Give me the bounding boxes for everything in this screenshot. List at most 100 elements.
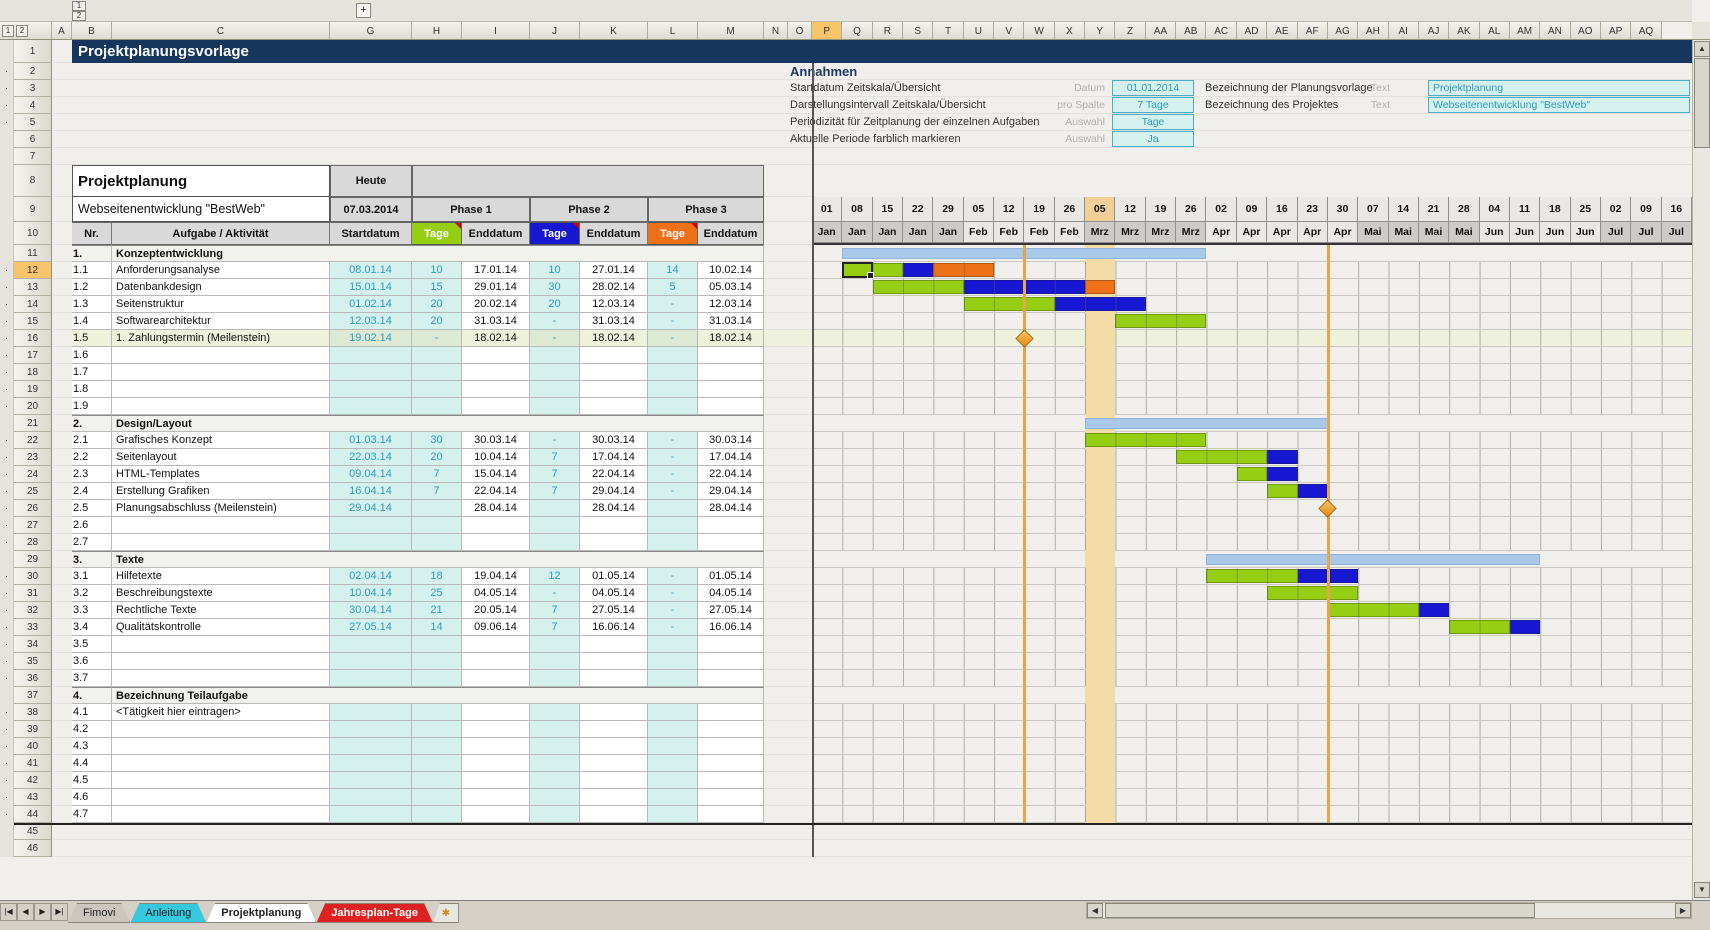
enddatum1-cell[interactable]: 04.05.14: [462, 585, 530, 602]
task-name-cell[interactable]: [112, 721, 330, 738]
section-number-cell[interactable]: 1.: [72, 245, 112, 262]
row-number[interactable]: 14: [14, 296, 52, 313]
tab-nav-button[interactable]: ▶|: [51, 903, 68, 921]
gantt-task-row[interactable]: [812, 636, 1692, 653]
task-name-cell[interactable]: [112, 789, 330, 806]
empty-cell[interactable]: [52, 262, 72, 279]
gantt-task-row[interactable]: [812, 313, 1692, 330]
enddatum1-cell[interactable]: 28.04.14: [462, 500, 530, 517]
task-number-cell[interactable]: 3.1: [72, 568, 112, 585]
tage1-cell[interactable]: 20: [412, 296, 462, 313]
enddatum3-cell[interactable]: [698, 381, 764, 398]
task-number-cell[interactable]: 1.1: [72, 262, 112, 279]
enddatum1-cell[interactable]: 09.06.14: [462, 619, 530, 636]
month-header-cell[interactable]: Feb: [963, 222, 995, 243]
task-name-cell[interactable]: [112, 772, 330, 789]
sheet-tab-projektplanung[interactable]: Projektplanung: [206, 903, 316, 923]
enddatum3-cell[interactable]: 05.03.14: [698, 279, 764, 296]
tage3-cell[interactable]: [648, 738, 698, 755]
enddatum3-cell[interactable]: 29.04.14: [698, 483, 764, 500]
day-header-cell[interactable]: 29: [933, 197, 964, 222]
tage3-cell[interactable]: -: [648, 466, 698, 483]
enddatum2-cell[interactable]: [580, 738, 648, 755]
task-number-cell[interactable]: 2.7: [72, 534, 112, 551]
task-name-cell[interactable]: Hilfetexte: [112, 568, 330, 585]
empty-cells[interactable]: [764, 381, 812, 398]
month-header-cell[interactable]: Apr: [1327, 222, 1359, 243]
enddatum3-cell[interactable]: [698, 670, 764, 687]
tage3-cell[interactable]: -: [648, 313, 698, 330]
enddatum2-cell[interactable]: 27.05.14: [580, 602, 648, 619]
tage1-cell[interactable]: [412, 772, 462, 789]
tage3-cell[interactable]: [648, 789, 698, 806]
row-number[interactable]: 36: [14, 670, 52, 687]
gantt-section-row[interactable]: [812, 415, 1692, 432]
tage3-cell[interactable]: [648, 721, 698, 738]
tage2-cell[interactable]: [530, 806, 580, 823]
tage1-cell[interactable]: [412, 381, 462, 398]
task-name-cell[interactable]: [112, 381, 330, 398]
empty-cell[interactable]: [52, 415, 72, 432]
task-name-cell[interactable]: [112, 398, 330, 415]
enddatum2-cell[interactable]: 18.02.14: [580, 330, 648, 347]
task-number-cell[interactable]: 1.4: [72, 313, 112, 330]
enddatum3-cell[interactable]: 18.02.14: [698, 330, 764, 347]
enddatum3-cell[interactable]: 12.03.14: [698, 296, 764, 313]
task-number-cell[interactable]: 4.5: [72, 772, 112, 789]
empty-cells[interactable]: [764, 704, 812, 721]
task-number-cell[interactable]: 2.5: [72, 500, 112, 517]
enddatum1-cell[interactable]: [462, 738, 530, 755]
empty-cells[interactable]: [764, 432, 812, 449]
month-header-cell[interactable]: Jan: [812, 222, 843, 243]
tage3-cell[interactable]: [648, 806, 698, 823]
empty-cell[interactable]: [52, 330, 72, 347]
enddatum1-cell[interactable]: [462, 653, 530, 670]
tage2-cell[interactable]: [530, 398, 580, 415]
column-header-U[interactable]: U: [963, 22, 995, 39]
row-number[interactable]: 43: [14, 789, 52, 806]
month-header-cell[interactable]: Jun: [1570, 222, 1601, 243]
empty-cell[interactable]: [52, 313, 72, 330]
gantt-task-row[interactable]: [812, 466, 1692, 483]
enddatum1-cell[interactable]: [462, 381, 530, 398]
row-number[interactable]: 31: [14, 585, 52, 602]
empty-cell[interactable]: [52, 398, 72, 415]
enddatum3-cell[interactable]: 10.02.14: [698, 262, 764, 279]
gantt-task-row[interactable]: [812, 347, 1692, 364]
empty-cell[interactable]: [52, 585, 72, 602]
enddatum3-cell[interactable]: [698, 806, 764, 823]
column-header-AP[interactable]: AP: [1600, 22, 1632, 39]
row-number[interactable]: 4: [14, 97, 52, 114]
empty-cells[interactable]: [764, 197, 812, 222]
empty-cell[interactable]: [52, 483, 72, 500]
enddatum2-cell[interactable]: [580, 755, 648, 772]
row-number[interactable]: 35: [14, 653, 52, 670]
empty-cell[interactable]: [52, 165, 72, 197]
enddatum3-cell[interactable]: [698, 364, 764, 381]
tage3-cell[interactable]: -: [648, 330, 698, 347]
tage3-cell[interactable]: [648, 704, 698, 721]
empty-cells[interactable]: [52, 148, 1692, 165]
outline-level-button[interactable]: 2: [16, 25, 28, 37]
tage1-cell[interactable]: [412, 738, 462, 755]
gantt-task-row[interactable]: [812, 483, 1692, 500]
column-header-Z[interactable]: Z: [1115, 22, 1146, 39]
tage3-cell[interactable]: [648, 347, 698, 364]
task-name-cell[interactable]: Datenbankdesign: [112, 279, 330, 296]
gantt-task-row[interactable]: [812, 449, 1692, 466]
row-number[interactable]: 9: [14, 197, 52, 222]
day-header-cell[interactable]: 04: [1479, 197, 1510, 222]
gantt-task-row[interactable]: [812, 653, 1692, 670]
day-header-cell[interactable]: 01: [812, 197, 843, 222]
startdatum-cell[interactable]: 27.05.14: [330, 619, 412, 636]
month-header-cell[interactable]: Jul: [1661, 222, 1692, 243]
gantt-task-row[interactable]: [812, 806, 1692, 823]
month-header-cell[interactable]: Feb: [1024, 222, 1055, 243]
enddatum1-cell[interactable]: [462, 806, 530, 823]
empty-cell[interactable]: [52, 636, 72, 653]
assumption-value-cell[interactable]: 7 Tage: [1112, 97, 1194, 113]
vertical-scrollbar[interactable]: ▲ ▼: [1692, 40, 1710, 900]
startdatum-cell[interactable]: [330, 704, 412, 721]
tab-nav-button[interactable]: |◀: [0, 903, 17, 921]
tage3-cell[interactable]: -: [648, 432, 698, 449]
